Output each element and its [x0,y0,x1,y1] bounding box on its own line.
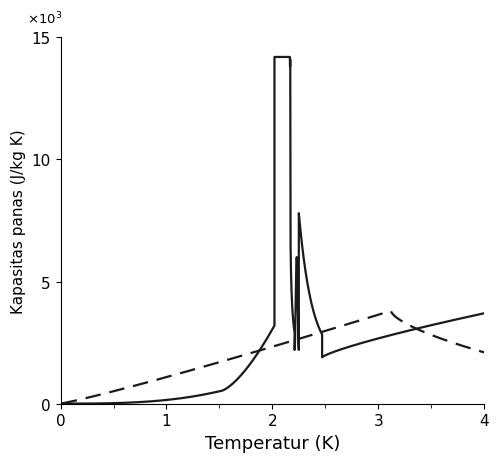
Text: $\times 10^3$: $\times 10^3$ [27,11,62,27]
X-axis label: Temperatur (K): Temperatur (K) [204,434,340,452]
Y-axis label: Kapasitas panas (J/kg K): Kapasitas panas (J/kg K) [11,129,26,313]
